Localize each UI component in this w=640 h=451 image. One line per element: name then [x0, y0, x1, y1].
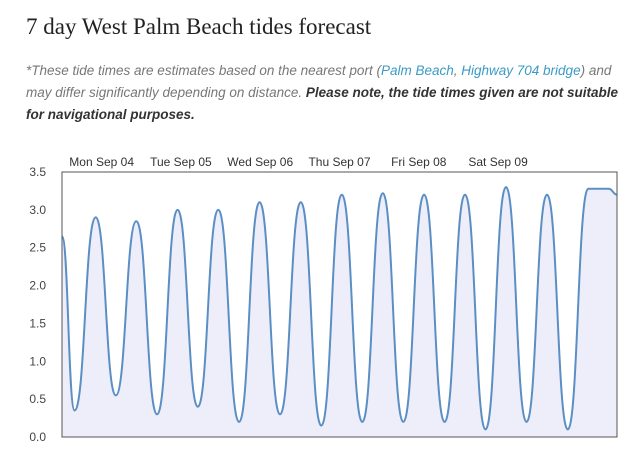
page-title: 7 day West Palm Beach tides forecast: [26, 14, 372, 39]
note-separator: ,: [453, 63, 462, 78]
y-tick-label: 3.0: [29, 203, 46, 217]
day-label: Fri Sep 08: [391, 155, 447, 169]
y-tick-label: 0.5: [29, 392, 46, 406]
day-label: Mon Sep 04: [69, 155, 134, 169]
navigation-warning: Please note, the tide times given are no…: [26, 85, 619, 122]
day-label: Wed Sep 06: [227, 155, 293, 169]
y-tick-label: 1.0: [29, 354, 46, 368]
y-tick-label: 0.0: [29, 430, 46, 444]
palm-beach-link[interactable]: Palm Beach: [380, 63, 454, 78]
tide-height-line: [61, 186, 618, 431]
y-tick-label: 1.5: [29, 316, 46, 330]
tide-chart: 3.5 3.0 2.5 2.0 1.5 1.0 0.5 0.0 Mon Sep 04 Tue Se…: [29, 155, 618, 444]
y-tick-label: 3.5: [29, 165, 46, 179]
day-label: Sat Sep 09: [468, 155, 528, 169]
day-label: Tue Sep 05: [150, 155, 212, 169]
day-label: Thu Sep 07: [308, 155, 370, 169]
y-tick-label: 2.5: [29, 241, 46, 255]
note-outro: ) and may differ significantly depending…: [26, 63, 612, 100]
plot-frame: [61, 171, 618, 438]
disclaimer-note: *These tide times are estimates based on…: [26, 60, 632, 126]
highway-704-bridge-link[interactable]: Highway 704 bridge: [461, 63, 581, 78]
note-intro: *These tide times are estimates based on…: [26, 63, 381, 78]
y-tick-label: 2.0: [29, 279, 46, 293]
